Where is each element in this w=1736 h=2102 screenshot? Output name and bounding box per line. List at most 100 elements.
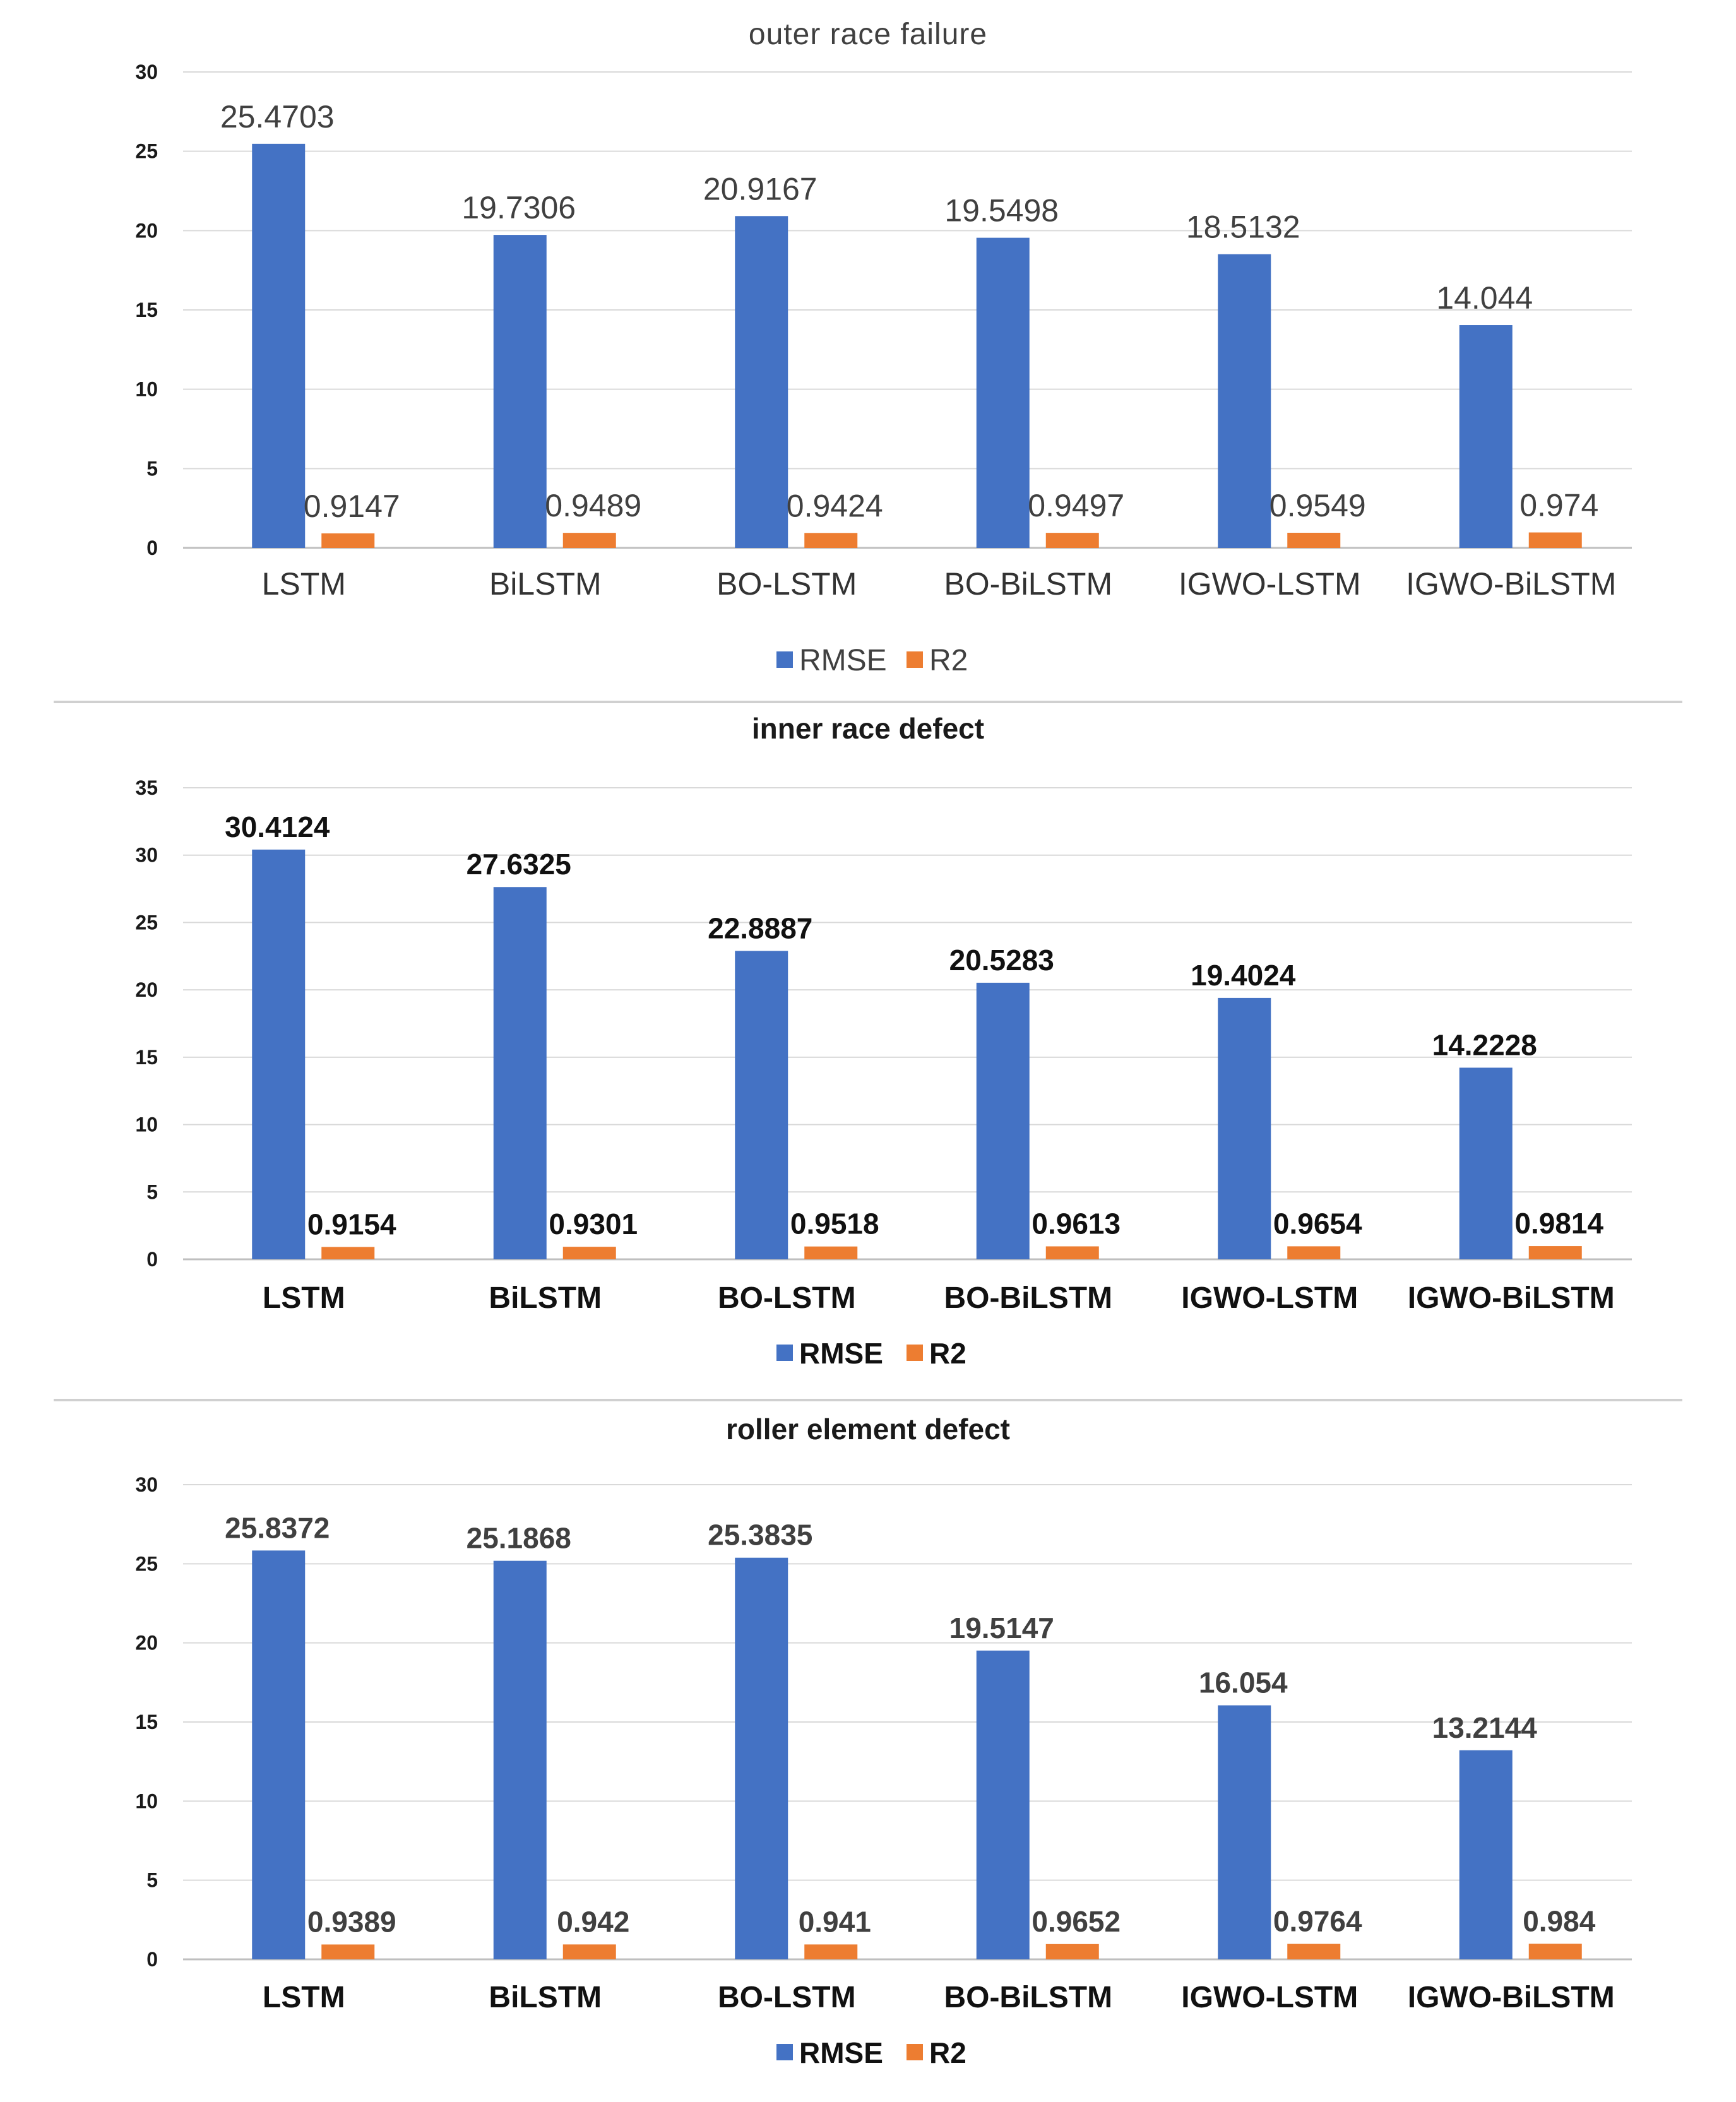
rmse-bar-igwo-lstm — [1218, 997, 1271, 1259]
rmse-bar-bo-bilstm — [976, 1650, 1030, 1959]
r2-bar-lstm — [321, 1247, 375, 1259]
r2-bar-bilstm — [562, 533, 616, 548]
category-label: BO-BiLSTM — [944, 1281, 1112, 1315]
category-label: IGWO-BiLSTM — [1408, 1281, 1615, 1315]
legend-label-r2: R2 — [929, 2036, 966, 2069]
category-label: IGWO-BiLSTM — [1406, 566, 1616, 602]
legend-swatch-rmse — [776, 2044, 793, 2060]
category-label: IGWO-LSTM — [1181, 1281, 1358, 1315]
y-tick-label: 5 — [146, 1180, 158, 1203]
r2-value-label: 0.984 — [1523, 1904, 1596, 1937]
rmse-bar-igwo-lstm — [1218, 1705, 1271, 1959]
r2-value-label: 0.9424 — [787, 488, 883, 523]
y-tick-label: 0 — [146, 1948, 158, 1971]
r2-bar-lstm — [321, 533, 375, 548]
r2-value-label: 0.9613 — [1031, 1207, 1121, 1240]
rmse-value-label: 18.5132 — [1186, 210, 1300, 245]
category-label: BO-LSTM — [718, 1981, 856, 2014]
r2-bar-bo-bilstm — [1045, 1944, 1099, 1959]
legend-label-rmse: RMSE — [799, 1337, 883, 1370]
category-label: BO-BiLSTM — [944, 566, 1112, 602]
rmse-value-label: 16.054 — [1199, 1666, 1288, 1699]
rmse-value-label: 13.2144 — [1432, 1711, 1538, 1744]
r2-value-label: 0.974 — [1519, 488, 1598, 523]
rmse-bar-bilstm — [493, 887, 547, 1259]
legend-swatch-r2 — [907, 651, 923, 668]
legend-label-r2: R2 — [929, 1337, 966, 1370]
rmse-bar-lstm — [252, 1550, 306, 1959]
r2-bar-igwo-lstm — [1287, 1944, 1341, 1959]
rmse-bar-bo-bilstm — [976, 237, 1030, 548]
legend-label-rmse: RMSE — [799, 644, 887, 677]
r2-value-label: 0.9147 — [304, 489, 400, 524]
r2-bar-bo-bilstm — [1045, 533, 1099, 548]
chart-title: roller element defect — [726, 1413, 1010, 1446]
legend: RMSE R2 — [776, 1337, 966, 1370]
chart-panel-1: outer race failure 0 5 10 15 20 25 30 25.4703 0.9… — [135, 18, 1632, 677]
r2-value-label: 0.941 — [799, 1905, 871, 1938]
r2-value-label: 0.9518 — [790, 1208, 879, 1240]
rmse-bar-bo-lstm — [735, 951, 788, 1259]
r2-value-label: 0.942 — [557, 1905, 629, 1938]
y-tick-label: 20 — [135, 978, 158, 1001]
rmse-value-label: 25.3835 — [708, 1519, 812, 1552]
y-tick-label: 25 — [135, 140, 158, 163]
rmse-value-label: 20.5283 — [949, 944, 1054, 977]
r2-bar-igwo-lstm — [1287, 533, 1341, 548]
r2-bar-bo-lstm — [804, 533, 858, 548]
rmse-bar-igwo-bilstm — [1459, 1750, 1513, 1959]
rmse-value-label: 27.6325 — [467, 848, 571, 881]
y-tick-label: 0 — [146, 1248, 158, 1271]
r2-bar-bilstm — [562, 1247, 616, 1259]
rmse-value-label: 20.9167 — [703, 171, 817, 206]
r2-bar-bilstm — [562, 1944, 616, 1959]
rmse-bar-igwo-lstm — [1218, 254, 1271, 548]
rmse-value-label: 19.7306 — [461, 190, 576, 225]
r2-bar-bo-lstm — [804, 1944, 858, 1959]
y-tick-label: 10 — [135, 1113, 158, 1136]
r2-value-label: 0.9489 — [545, 488, 641, 523]
rmse-value-label: 19.4024 — [1191, 959, 1296, 992]
category-label: IGWO-LSTM — [1179, 566, 1361, 602]
legend-swatch-rmse — [776, 651, 793, 668]
chart-panel-3: roller element defect 0 5 10 15 20 25 30 25.8372… — [135, 1413, 1632, 2069]
y-tick-label: 25 — [135, 911, 158, 934]
r2-value-label: 0.9814 — [1514, 1207, 1603, 1240]
category-label: BO-LSTM — [716, 566, 857, 602]
rmse-value-label: 25.4703 — [220, 99, 335, 134]
legend: RMSE R2 — [776, 644, 968, 677]
y-tick-label: 15 — [135, 1711, 158, 1733]
category-label: BiLSTM — [489, 1281, 602, 1315]
chart-title: inner race defect — [752, 712, 984, 745]
r2-value-label: 0.9389 — [307, 1905, 396, 1938]
y-tick-label: 20 — [135, 1632, 158, 1654]
rmse-value-label: 22.8887 — [708, 911, 812, 944]
rmse-bar-bo-lstm — [735, 216, 788, 549]
r2-bar-igwo-bilstm — [1528, 1944, 1582, 1959]
y-tick-label: 0 — [146, 537, 158, 559]
rmse-bar-igwo-bilstm — [1459, 325, 1513, 548]
rmse-bar-lstm — [252, 849, 306, 1259]
r2-bar-bo-lstm — [804, 1246, 858, 1259]
category-label: BO-LSTM — [718, 1281, 856, 1315]
y-tick-label: 15 — [135, 299, 158, 321]
r2-value-label: 0.9301 — [549, 1208, 638, 1240]
r2-bar-igwo-bilstm — [1528, 1246, 1582, 1259]
rmse-bar-lstm — [252, 143, 306, 549]
category-label: BiLSTM — [489, 1981, 602, 2014]
rmse-bar-bilstm — [493, 235, 547, 548]
category-label: IGWO-LSTM — [1181, 1981, 1358, 2014]
r2-value-label: 0.9654 — [1273, 1207, 1362, 1240]
category-label: LSTM — [263, 1281, 345, 1315]
r2-value-label: 0.9764 — [1273, 1905, 1362, 1938]
category-label: LSTM — [262, 566, 346, 602]
r2-bar-lstm — [321, 1944, 375, 1959]
legend-swatch-r2 — [907, 1345, 923, 1361]
y-tick-label: 15 — [135, 1046, 158, 1069]
y-tick-label: 35 — [135, 776, 158, 799]
rmse-value-label: 25.1868 — [467, 1522, 571, 1555]
y-tick-label: 5 — [146, 1869, 158, 1892]
rmse-bar-bo-bilstm — [976, 982, 1030, 1259]
